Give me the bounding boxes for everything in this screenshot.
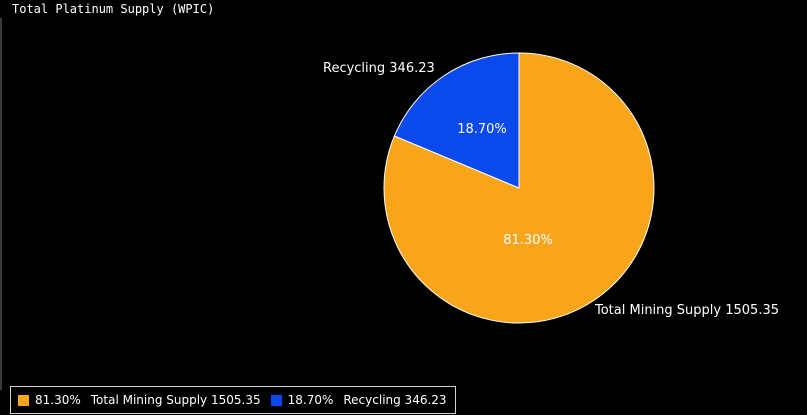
pie-slice-recycling[interactable] <box>393 52 520 189</box>
legend-label-mining: Total Mining Supply 1505.35 <box>90 393 261 407</box>
slice-outer-label-recycling: Recycling 346.23 <box>323 61 435 76</box>
legend-label-recycling: Recycling 346.23 <box>343 393 447 407</box>
legend-pct-recycling: 18.70% <box>287 393 334 407</box>
pie-labels: 81.30% Total Mining Supply 1505.35 18.70% R… <box>323 61 779 318</box>
legend-item-mining[interactable]: 81.30% Total Mining Supply 1505.35 <box>18 393 261 407</box>
legend-swatch-mining <box>18 394 29 406</box>
chart-title: Total Platinum Supply (WPIC) <box>12 2 215 16</box>
slice-outer-label-mining: Total Mining Supply 1505.35 <box>594 303 779 318</box>
pie-chart: 81.30% Total Mining Supply 1505.35 18.70% R… <box>323 52 779 324</box>
legend-swatch-recycling <box>270 394 282 406</box>
slice-percent-mining: 81.30% <box>503 233 553 248</box>
pie-slices <box>383 52 655 324</box>
panel-left-border <box>0 18 2 390</box>
legend-item-recycling[interactable]: 18.70% Recycling 346.23 <box>270 393 447 407</box>
legend-pct-mining: 81.30% <box>35 393 81 407</box>
slice-percent-recycling: 18.70% <box>457 122 507 137</box>
chart-legend: 81.30% Total Mining Supply 1505.35 18.70… <box>10 386 456 414</box>
